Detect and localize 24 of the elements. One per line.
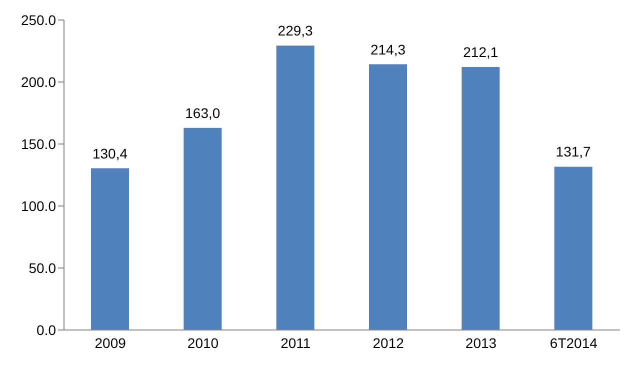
data-label: 130,4: [92, 145, 128, 162]
x-tick-label: 2013: [465, 334, 497, 351]
y-tick-label: 0.0: [36, 322, 56, 338]
x-tick-label: 6T2014: [550, 334, 598, 351]
y-tick-label: 150.0: [20, 136, 56, 152]
bar: [91, 168, 129, 330]
y-tick-label: 200.0: [20, 74, 56, 90]
x-tick-label: 2010: [187, 334, 219, 351]
data-label: 229,3: [278, 22, 314, 39]
data-label: 131,7: [556, 144, 592, 160]
bar: [462, 66, 500, 330]
bar: [276, 46, 314, 330]
data-label: 163,0: [185, 104, 220, 121]
x-tick-label: 2011: [280, 334, 311, 351]
bar: [369, 64, 407, 330]
y-tick-label: 50.0: [28, 260, 56, 276]
x-tick-label: 2009: [94, 334, 126, 351]
y-tick-label: 100.0: [20, 198, 56, 214]
bar: [184, 128, 222, 330]
data-label: 212,1: [463, 44, 498, 60]
data-label: 214,3: [370, 41, 406, 58]
y-tick-label: 250.0: [20, 12, 56, 28]
x-tick-label: 2012: [372, 334, 404, 351]
bar: [554, 166, 592, 330]
